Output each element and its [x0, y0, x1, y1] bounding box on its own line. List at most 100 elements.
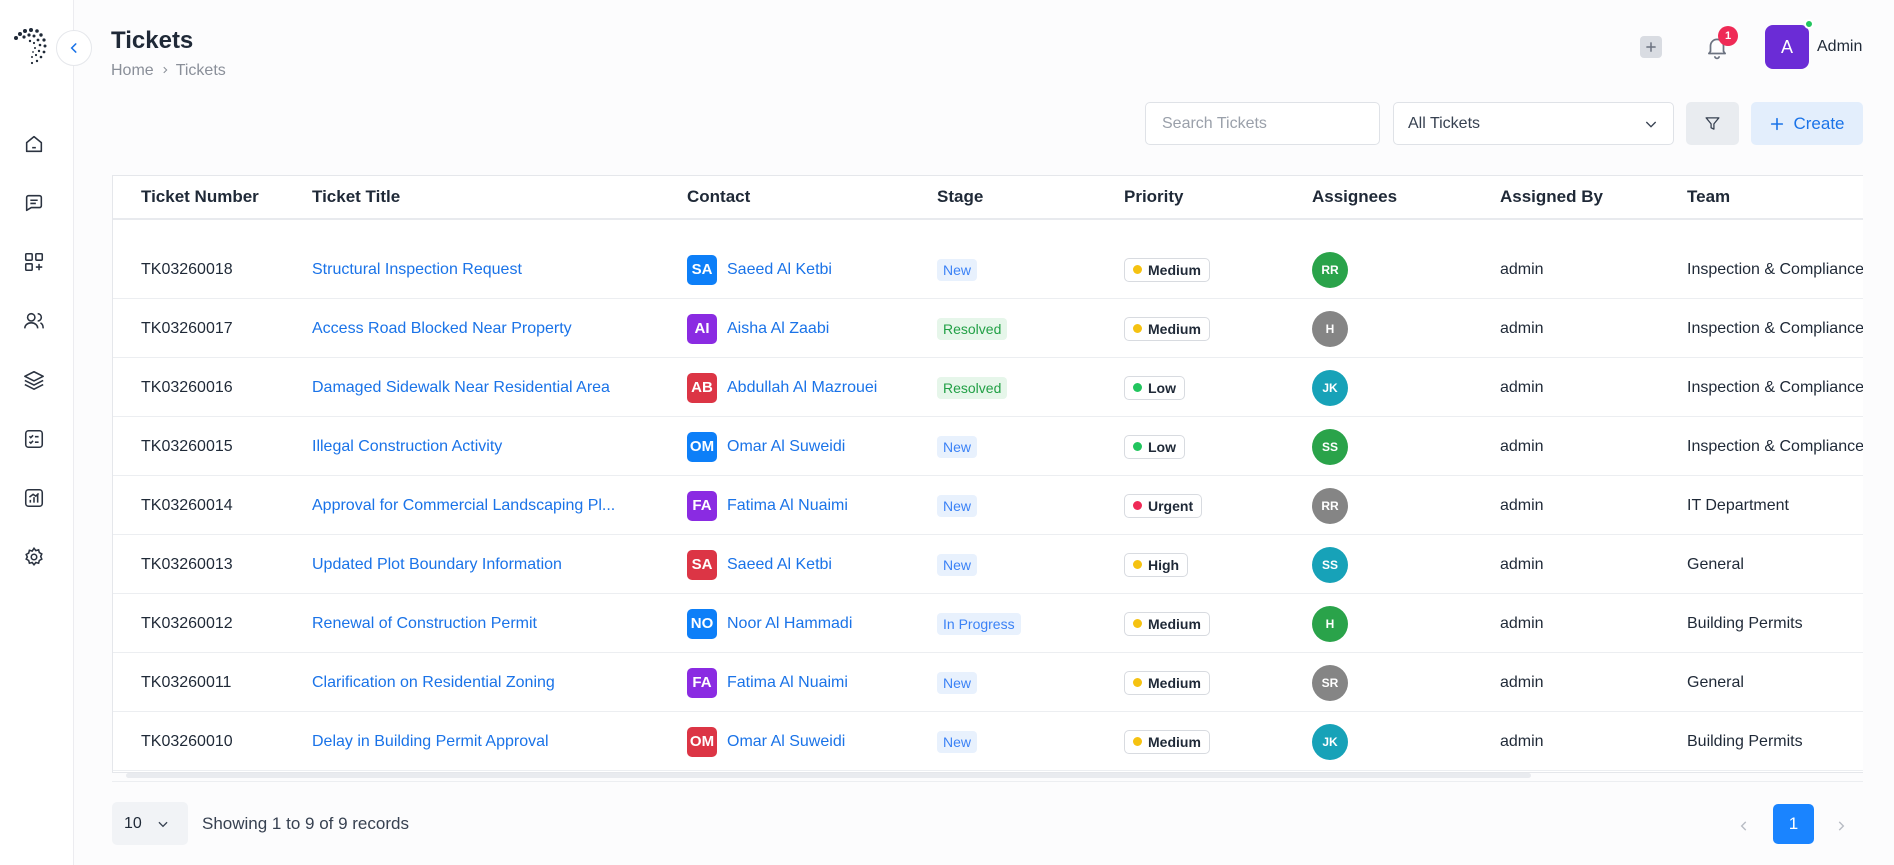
column-header-ticket-number[interactable]: Ticket Number: [141, 187, 259, 206]
ticket-number: TK03260018: [141, 260, 233, 278]
assigned-by: admin: [1500, 496, 1544, 514]
assignee-avatar[interactable]: H: [1312, 605, 1348, 642]
table-row[interactable]: TK03260015 Illegal Construction Activity O…: [113, 417, 1863, 476]
table-row[interactable]: TK03260013 Updated Plot Boundary Informat…: [113, 535, 1863, 594]
assigned-by: admin: [1500, 732, 1544, 750]
home-icon[interactable]: [20, 130, 48, 158]
team: Inspection & Compliance: [1687, 437, 1863, 455]
priority-cell: Urgent: [1124, 476, 1203, 535]
priority-label: Medium: [1148, 320, 1201, 337]
assignees-cell: RR: [1312, 240, 1348, 299]
column-header-assigned-by[interactable]: Assigned By: [1500, 187, 1603, 206]
chat-icon[interactable]: [20, 189, 48, 217]
ticket-filter-select[interactable]: All Tickets: [1393, 102, 1674, 145]
stage-cell: New: [937, 653, 978, 712]
assignee-avatar[interactable]: RR: [1312, 487, 1348, 524]
assignee-avatar[interactable]: SS: [1312, 546, 1348, 583]
assignee-avatar[interactable]: RR: [1312, 251, 1348, 288]
table-row[interactable]: TK03260018 Structural Inspection Request S…: [113, 240, 1863, 299]
table-row[interactable]: TK03260017 Access Road Blocked Near Prope…: [113, 299, 1863, 358]
assigned-by: admin: [1500, 555, 1544, 573]
layers-icon[interactable]: [20, 366, 48, 394]
column-header-team[interactable]: Team: [1687, 187, 1731, 206]
assignee-avatar[interactable]: JK: [1312, 369, 1348, 406]
contact-cell[interactable]: OM Omar Al Suweidi: [687, 712, 845, 771]
team: Building Permits: [1687, 614, 1803, 632]
filter-icon: [1705, 117, 1720, 130]
ticket-title-link[interactable]: Damaged Sidewalk Near Residential Area: [312, 378, 610, 396]
ticket-number: TK03260017: [141, 319, 233, 337]
breadcrumb-current: Tickets: [175, 62, 226, 79]
reports-icon[interactable]: [20, 484, 48, 512]
breadcrumb-home-link[interactable]: Home: [111, 62, 154, 79]
column-header-ticket-title[interactable]: Ticket Title: [312, 187, 401, 206]
column-header-stage[interactable]: Stage: [937, 187, 984, 206]
search-input[interactable]: [1145, 102, 1380, 145]
stage-cell: In Progress: [937, 594, 1021, 653]
contact-initials-avatar: OM: [687, 431, 717, 462]
filter-button[interactable]: [1686, 102, 1739, 145]
priority-badge: Low: [1124, 375, 1185, 400]
contact-name-link[interactable]: Saeed Al Ketbi: [727, 555, 832, 573]
create-button-label: Create: [1793, 113, 1845, 133]
ticket-title-link[interactable]: Delay in Building Permit Approval: [312, 732, 549, 750]
contact-cell[interactable]: OM Omar Al Suweidi: [687, 417, 845, 476]
column-header-assignees[interactable]: Assignees: [1312, 187, 1398, 206]
collapse-sidebar-button[interactable]: [56, 30, 92, 66]
contact-name-link[interactable]: Abdullah Al Mazrouei: [727, 378, 878, 396]
checklist-icon[interactable]: [20, 425, 48, 453]
settings-icon[interactable]: [20, 543, 48, 571]
ticket-title-link[interactable]: Clarification on Residential Zoning: [312, 673, 555, 691]
ticket-title-link[interactable]: Renewal of Construction Permit: [312, 614, 537, 632]
ticket-title-link[interactable]: Access Road Blocked Near Property: [312, 319, 572, 337]
contact-cell[interactable]: AI Aisha Al Zaabi: [687, 299, 829, 358]
quick-add-button[interactable]: [1640, 36, 1662, 58]
assignee-avatar[interactable]: SS: [1312, 428, 1348, 465]
next-page-button[interactable]: [1829, 814, 1853, 838]
contact-cell[interactable]: FA Fatima Al Nuaimi: [687, 476, 848, 535]
online-status-dot: [1804, 19, 1814, 29]
contact-name-link[interactable]: Aisha Al Zaabi: [727, 319, 830, 337]
user-name[interactable]: Admin: [1817, 38, 1863, 55]
contact-name-link[interactable]: Noor Al Hammadi: [727, 614, 853, 632]
users-icon[interactable]: [20, 307, 48, 335]
ticket-title-link[interactable]: Structural Inspection Request: [312, 260, 522, 278]
apps-add-icon[interactable]: [20, 248, 48, 276]
previous-page-button[interactable]: [1732, 814, 1756, 838]
table-row[interactable]: TK03260014 Approval for Commercial Landsc…: [113, 476, 1863, 535]
column-header-priority[interactable]: Priority: [1124, 187, 1184, 206]
ticket-title-link[interactable]: Updated Plot Boundary Information: [312, 555, 562, 573]
contact-cell[interactable]: SA Saeed Al Ketbi: [687, 535, 832, 594]
priority-badge: Medium: [1124, 611, 1210, 636]
contact-name-link[interactable]: Saeed Al Ketbi: [727, 260, 832, 278]
assignee-avatar[interactable]: H: [1312, 310, 1348, 347]
contact-name-link[interactable]: Omar Al Suweidi: [727, 437, 846, 455]
ticket-title-link[interactable]: Illegal Construction Activity: [312, 437, 503, 455]
contact-name-link[interactable]: Fatima Al Nuaimi: [727, 673, 848, 691]
page-1-button[interactable]: 1: [1773, 804, 1814, 844]
user-avatar[interactable]: A: [1765, 25, 1809, 69]
stage-badge: New: [937, 730, 978, 753]
table-row[interactable]: TK03260016 Damaged Sidewalk Near Resident…: [113, 358, 1863, 417]
table-row[interactable]: TK03260010 Delay in Building Permit Appro…: [113, 712, 1863, 771]
horizontal-scrollbar[interactable]: [126, 773, 1531, 778]
column-header-contact[interactable]: Contact: [687, 187, 751, 206]
table-row[interactable]: TK03260012 Renewal of Construction Permit…: [113, 594, 1863, 653]
priority-cell: Medium: [1124, 594, 1210, 653]
assignee-avatar[interactable]: JK: [1312, 723, 1348, 760]
contact-initials-avatar: OM: [687, 726, 717, 757]
create-ticket-button[interactable]: Create: [1751, 102, 1863, 145]
page-size-select[interactable]: 10: [112, 802, 188, 845]
contact-name-link[interactable]: Fatima Al Nuaimi: [727, 496, 848, 514]
contact-cell[interactable]: NO Noor Al Hammadi: [687, 594, 852, 653]
ticket-title-link[interactable]: Approval for Commercial Landscaping Pl..…: [312, 496, 616, 514]
contact-cell[interactable]: AB Abdullah Al Mazrouei: [687, 358, 877, 417]
divider: [112, 781, 1863, 782]
assignee-avatar[interactable]: SR: [1312, 664, 1348, 701]
contact-initials-avatar: AB: [687, 372, 717, 403]
contact-name-link[interactable]: Omar Al Suweidi: [727, 732, 846, 750]
contact-cell[interactable]: SA Saeed Al Ketbi: [687, 240, 832, 299]
table-row[interactable]: TK03260011 Clarification on Residential Z…: [113, 653, 1863, 712]
assigned-by: admin: [1500, 673, 1544, 691]
contact-cell[interactable]: FA Fatima Al Nuaimi: [687, 653, 848, 712]
